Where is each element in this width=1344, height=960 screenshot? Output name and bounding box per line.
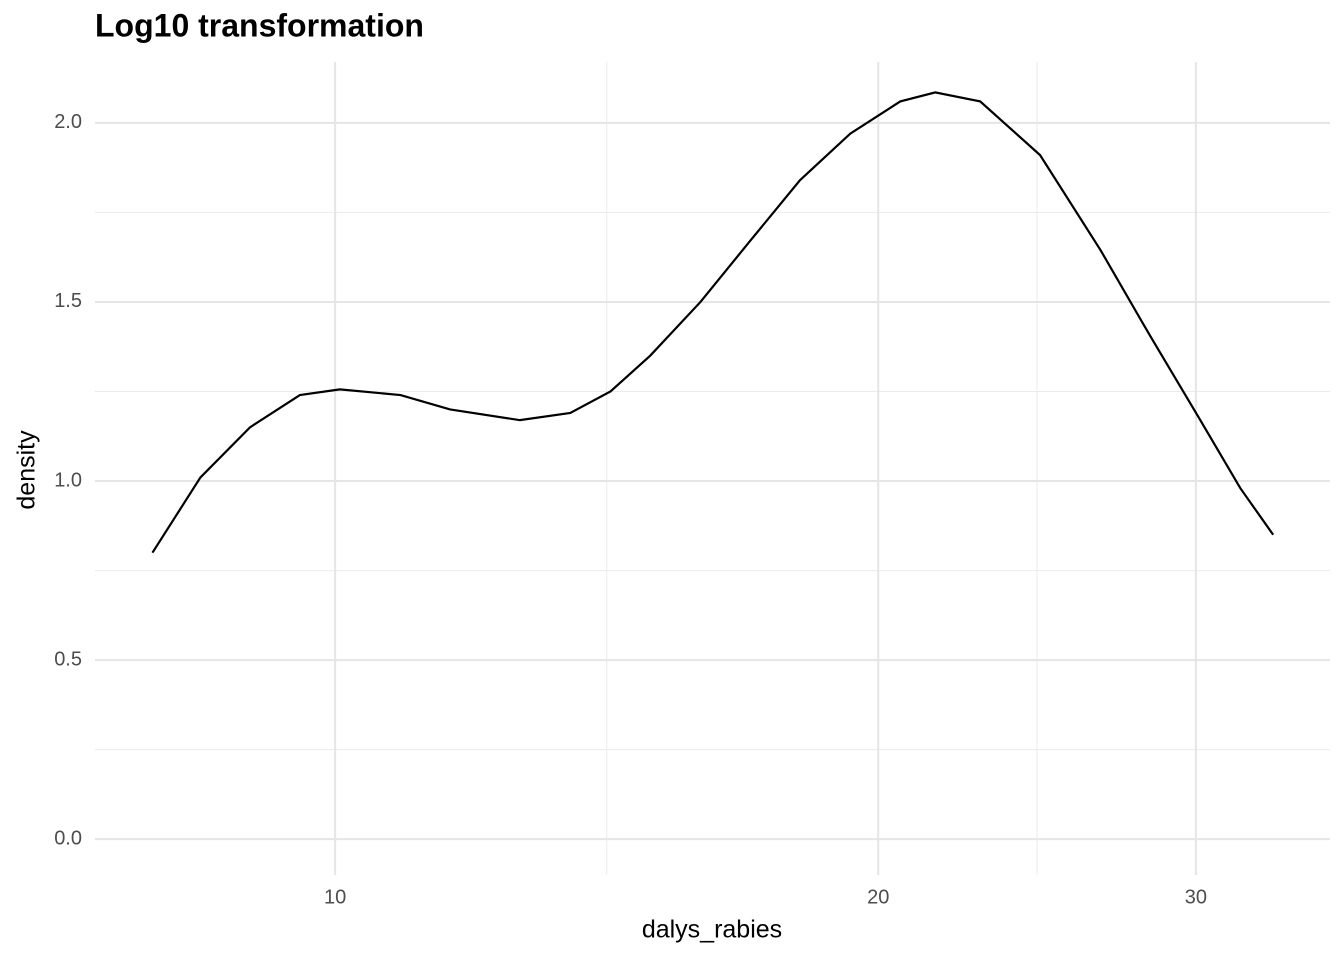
y-tick-label: 0.5 <box>54 648 82 670</box>
x-tick-label: 30 <box>1185 886 1207 908</box>
y-tick-label: 1.5 <box>54 290 82 312</box>
y-axis-title: density <box>13 430 41 510</box>
x-axis-title: dalys_rabies <box>642 916 782 944</box>
y-tick-label: 2.0 <box>54 111 82 133</box>
chart-title: Log10 transformation <box>95 7 424 43</box>
x-tick-label: 10 <box>324 886 346 908</box>
density-line <box>151 91 1275 554</box>
y-tick-label: 1.0 <box>54 469 82 491</box>
x-tick-label: 20 <box>867 886 889 908</box>
y-tick-label: 0.0 <box>54 827 82 849</box>
